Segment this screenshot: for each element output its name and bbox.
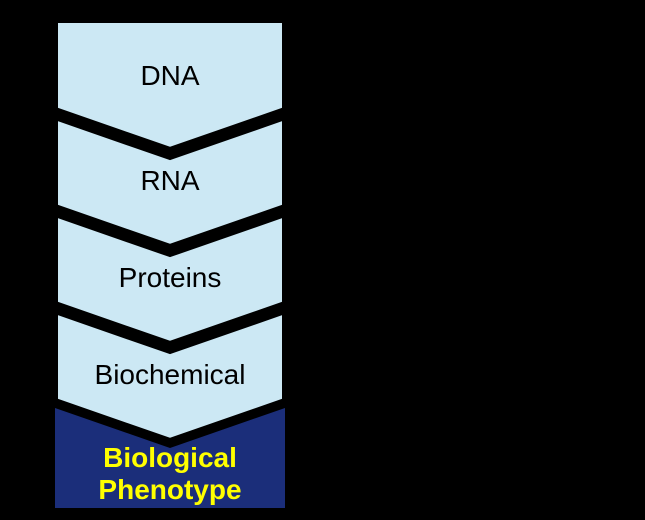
central-dogma-diagram: DNA RNA Proteins Biochemical Biological … <box>55 20 285 510</box>
chevron-label-dna: DNA <box>55 60 285 92</box>
final-label-line2: Phenotype <box>98 474 241 505</box>
final-label: Biological Phenotype <box>55 442 285 506</box>
final-label-line1: Biological <box>103 442 237 473</box>
chevron-label-biochemical: Biochemical <box>55 359 285 391</box>
chevron-label-rna: RNA <box>55 165 285 197</box>
final-phenotype-block: Biological Phenotype <box>55 408 285 508</box>
chevron-label-proteins: Proteins <box>55 262 285 294</box>
